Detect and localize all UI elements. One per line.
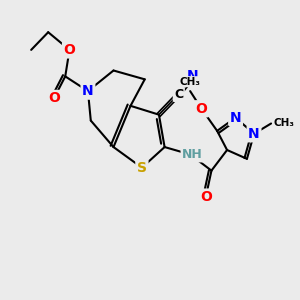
Text: O: O [196,102,208,116]
Text: NH: NH [182,148,203,161]
Text: O: O [48,92,60,106]
Text: N: N [230,111,242,124]
Text: N: N [187,69,199,83]
Text: CH₃: CH₃ [274,118,295,128]
Text: N: N [82,84,94,98]
Text: N: N [248,127,260,141]
Text: S: S [137,161,147,175]
Text: O: O [64,43,75,57]
Text: O: O [200,190,212,204]
Text: C: C [174,88,183,100]
Text: CH₃: CH₃ [180,77,201,87]
